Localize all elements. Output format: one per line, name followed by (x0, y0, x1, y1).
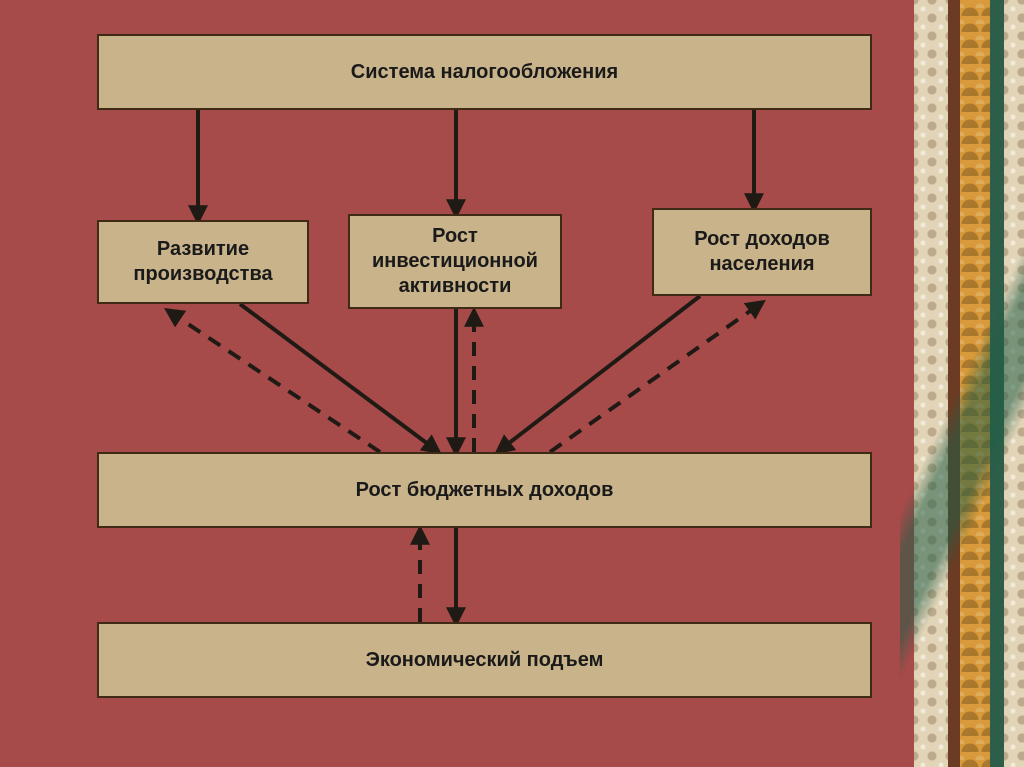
node-top: Система налогообложения (97, 34, 872, 110)
node-budget: Рост бюджетных доходов (97, 452, 872, 528)
node-label: Рост бюджетных доходов (356, 478, 614, 503)
diagram-canvas: Система налогообложения Развитие производ… (0, 0, 1024, 767)
node-mid_c: Рост инвестиционной активности (348, 214, 562, 309)
node-label: Экономический подъем (366, 648, 604, 673)
node-label: Развитие производства (107, 237, 299, 287)
node-label: Рост доходов населения (662, 227, 862, 277)
node-mid_r: Рост доходов населения (652, 208, 872, 296)
node-label: Рост инвестиционной активности (358, 224, 552, 299)
node-bottom: Экономический подъем (97, 622, 872, 698)
node-mid_l: Развитие производства (97, 220, 309, 304)
node-label: Система налогообложения (351, 60, 618, 85)
